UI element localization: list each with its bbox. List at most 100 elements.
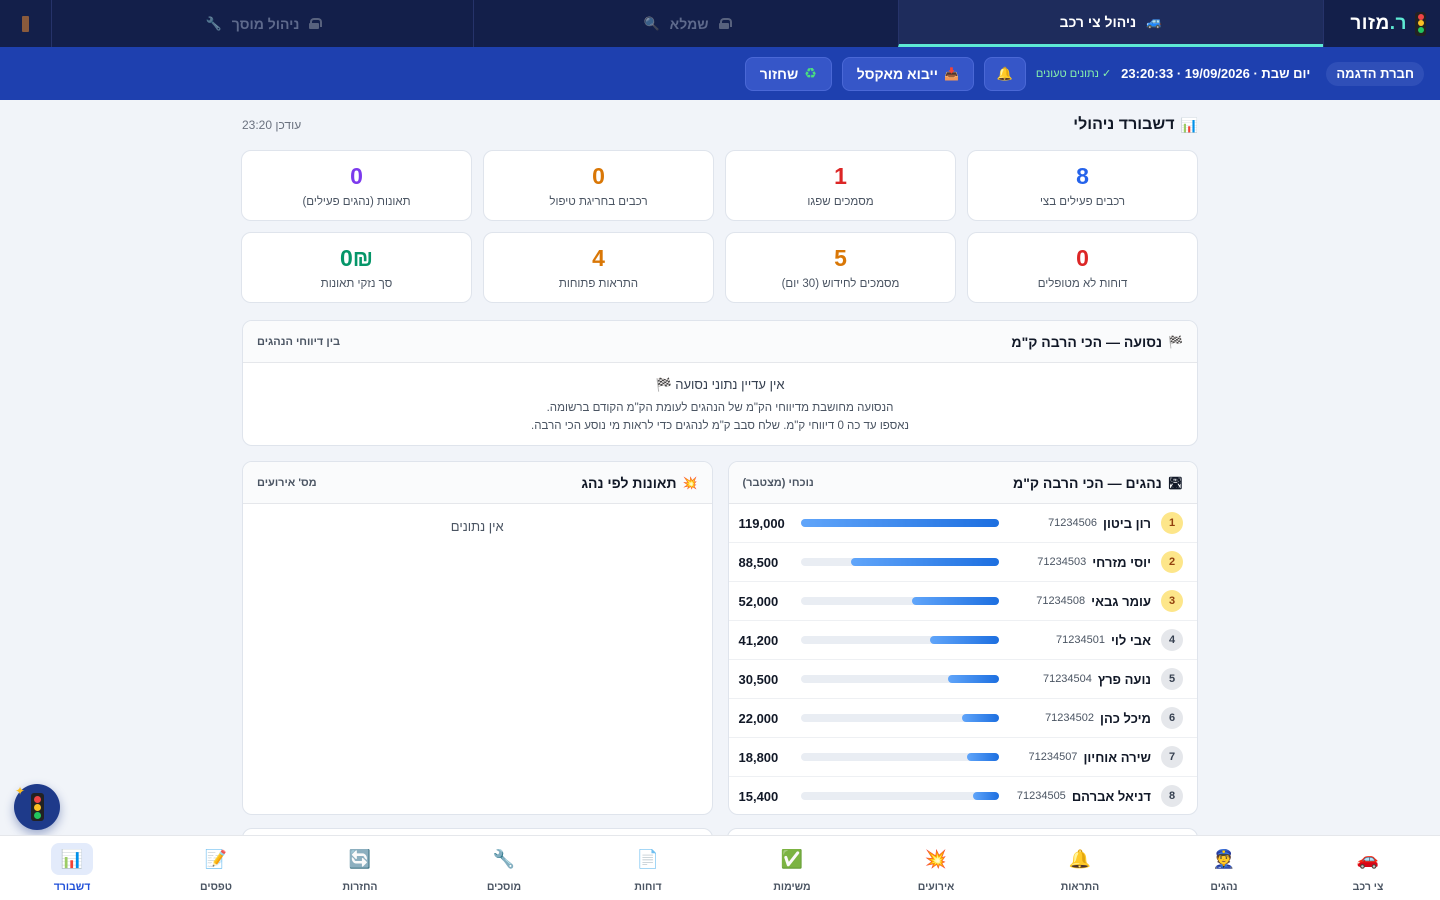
km-bar	[851, 558, 999, 566]
stat-card[interactable]: 4 התראות פתוחות	[483, 232, 714, 303]
driver-id: 71234501	[1056, 634, 1105, 646]
drivers-km-subtitle: נוכחי (מצטבר)	[742, 476, 814, 489]
stat-label: מסמכים שפגו	[807, 196, 874, 208]
menu-icon	[22, 15, 29, 32]
dashboard-header: 📊 דשבורד ניהולי עודכן 23:20	[242, 100, 1198, 150]
import-excel-button[interactable]: 📥 ייבוא מאקסל	[841, 56, 974, 91]
stat-card[interactable]: 8 רכבים פעילים בצי	[967, 150, 1198, 221]
km-bar	[930, 636, 999, 644]
company-badge[interactable]: חברת הדגמה	[1326, 61, 1424, 86]
tab-shamla[interactable]: שמלא 🔍	[473, 0, 898, 47]
km-bar-track	[800, 714, 999, 722]
bottom-nav-label: נהגים	[1210, 881, 1238, 893]
drivers-km-header: 🛣 נהגים — הכי הרבה ק"מ נוכחי (מצטבר)	[728, 462, 1197, 504]
last-updated: עודכן 23:20	[242, 118, 302, 132]
bottom-nav-label: טפסים	[200, 881, 232, 893]
bottom-nav-document[interactable]: 📄 דוחות	[576, 836, 720, 900]
stat-card[interactable]: 1 מסמכים שפגו	[725, 150, 956, 221]
driver-row[interactable]: 8 דניאל אברהם 71234505 15,400	[729, 777, 1198, 814]
stat-card[interactable]: 0₪ סך נזקי תאונות	[241, 232, 472, 303]
driver-row[interactable]: 2 יוסי מזרחי 71234503 88,500	[728, 543, 1197, 582]
bottom-nav-label: אירועים	[917, 881, 955, 893]
car-icon: 🚗	[1356, 848, 1380, 869]
import-icon: 📥	[943, 66, 959, 81]
import-label: ייבוא מאקסל	[856, 65, 938, 82]
stat-card[interactable]: 0 דוחות לא מטופלים	[967, 232, 1198, 303]
mileage-panel: 🏁 נסועה — הכי הרבה ק"מ בין דיווחי הנהגים…	[242, 320, 1198, 446]
traffic-light-icon	[1415, 11, 1426, 36]
recycle-icon: ♻	[804, 65, 817, 81]
bottom-nav-wrench[interactable]: 🔧 מוסכים	[432, 836, 576, 900]
datetime: יום שבת · 19/09/2026 · 23:20:33	[1121, 66, 1311, 81]
bottom-nav-label: התראות	[1060, 881, 1100, 893]
km-bar-track	[800, 636, 999, 644]
stat-value: 0	[1076, 245, 1089, 271]
collision-icon: 💥	[924, 848, 948, 869]
mileage-subtitle: בין דיווחי הנהגים	[257, 335, 341, 348]
drivers-km-list: 1 רון ביטון 71234506 119,000 2 יוסי מזרחי…	[728, 504, 1198, 814]
lock-icon	[309, 18, 323, 29]
bottom-nav-car[interactable]: 🚗 צי רכב	[1296, 836, 1440, 900]
stat-value: 0	[592, 163, 605, 189]
km-bar-track	[800, 558, 999, 566]
driver-name: דניאל אברהם	[1071, 788, 1151, 804]
driver-row[interactable]: 7 שירה אוחיון 71234507 18,800	[728, 738, 1197, 777]
driver-row[interactable]: 3 עומר גבאי 71234508 52,000	[728, 582, 1197, 621]
status-bar: ♻ שחזור 📥 ייבוא מאקסל 🔔 ✓ נתונים טעונים …	[0, 47, 1440, 100]
traffic-light-icon	[30, 793, 44, 821]
tab-label: ניהול מוסך	[231, 15, 300, 32]
driver-row[interactable]: 5 נועה פרץ 71234504 30,500	[728, 660, 1197, 699]
driver-km: 22,000	[738, 710, 779, 726]
bottom-nav-memo[interactable]: 📝 טפסים	[144, 836, 288, 900]
mileage-empty-state: אין עדיין נתוני נסועה 🏁 הנסועה מחושבת מד…	[243, 363, 1197, 445]
km-bar	[972, 792, 999, 800]
document-icon: 📄	[636, 848, 660, 869]
bottom-nav-refresh[interactable]: 🔄 החזרות	[288, 836, 432, 900]
title-text: דשבורד ניהולי	[1073, 116, 1175, 133]
bottom-nav-chart[interactable]: 📊 דשבורד	[0, 836, 144, 900]
notifications-button[interactable]: 🔔	[983, 56, 1026, 91]
empty-description: הנסועה מחושבת מדיווחי הק"מ של הנהגים לעו…	[546, 402, 894, 414]
driver-km: 30,500	[738, 671, 779, 687]
bottom-nav-driver[interactable]: 👮 נהגים	[1152, 836, 1296, 900]
bottom-nav-label: מוסכים	[486, 881, 522, 893]
bottom-nav-check[interactable]: ✅ משימות	[720, 836, 864, 900]
drivers-km-title-text: נהגים — הכי הרבה ק"מ	[1013, 474, 1162, 491]
bell-icon: 🔔	[1068, 848, 1092, 869]
bottom-nav-label: דשבורד	[53, 881, 91, 893]
menu-toggle[interactable]	[0, 0, 51, 47]
bottom-nav: 🚗 צי רכב 👮 נהגים 🔔 התראות 💥 אירועים ✅ משימות…	[0, 835, 1440, 900]
accidents-empty-state: אין נתונים	[450, 519, 504, 534]
tab-fleet-management[interactable]: 🚙 ניהול צי רכב	[898, 0, 1323, 47]
drivers-km-title: 🛣 נהגים — הכי הרבה ק"מ	[1013, 475, 1183, 491]
driver-km: 52,000	[738, 593, 779, 609]
km-bar-track	[800, 753, 999, 761]
bottom-nav-collision[interactable]: 💥 אירועים	[864, 836, 1008, 900]
dashboard: 📊 דשבורד ניהולי עודכן 23:20 8 רכבים פעיל…	[241, 100, 1198, 815]
driver-id: 71234508	[1036, 595, 1086, 607]
stat-card[interactable]: 5 מסמכים לחידוש (30 יום)	[725, 232, 956, 303]
stat-card[interactable]: 0 תאונות (נהגים פעילים)	[241, 150, 472, 221]
driver-name: אבי לוי	[1110, 632, 1151, 648]
driver-id: 71234506	[1048, 517, 1098, 529]
driver-row[interactable]: 1 רון ביטון 71234506 119,000	[728, 504, 1197, 543]
lock-icon	[718, 18, 732, 29]
tab-garage-management[interactable]: ניהול מוסך 🔧	[51, 0, 473, 47]
assistant-button[interactable]: ✦	[14, 784, 60, 830]
drivers-km-panel: 🛣 נהגים — הכי הרבה ק"מ נוכחי (מצטבר) 1 ר…	[727, 461, 1198, 815]
driver-row[interactable]: 4 אבי לוי 71234501 41,200	[728, 621, 1197, 660]
tab-label: שמלא	[669, 15, 709, 32]
bottom-nav-label: דוחות	[634, 881, 662, 893]
brand-logo[interactable]: ר.מזור	[1323, 0, 1440, 47]
mileage-title: נסועה — הכי הרבה ק"מ	[1011, 333, 1163, 350]
rank-badge: 4	[1161, 629, 1183, 651]
stat-card[interactable]: 0 רכבים בחריגת טיפול	[483, 150, 714, 221]
restore-label: שחזור	[759, 65, 799, 82]
restore-button[interactable]: ♻ שחזור	[744, 56, 832, 91]
rank-badge: 3	[1161, 590, 1183, 612]
driver-row[interactable]: 6 מיכל כהן 71234502 22,000	[728, 699, 1197, 738]
driver-name: נועה פרץ	[1097, 671, 1151, 687]
stat-label: סך נזקי תאונות	[320, 278, 393, 290]
stat-value: 4	[592, 245, 605, 271]
bottom-nav-bell[interactable]: 🔔 התראות	[1008, 836, 1152, 900]
